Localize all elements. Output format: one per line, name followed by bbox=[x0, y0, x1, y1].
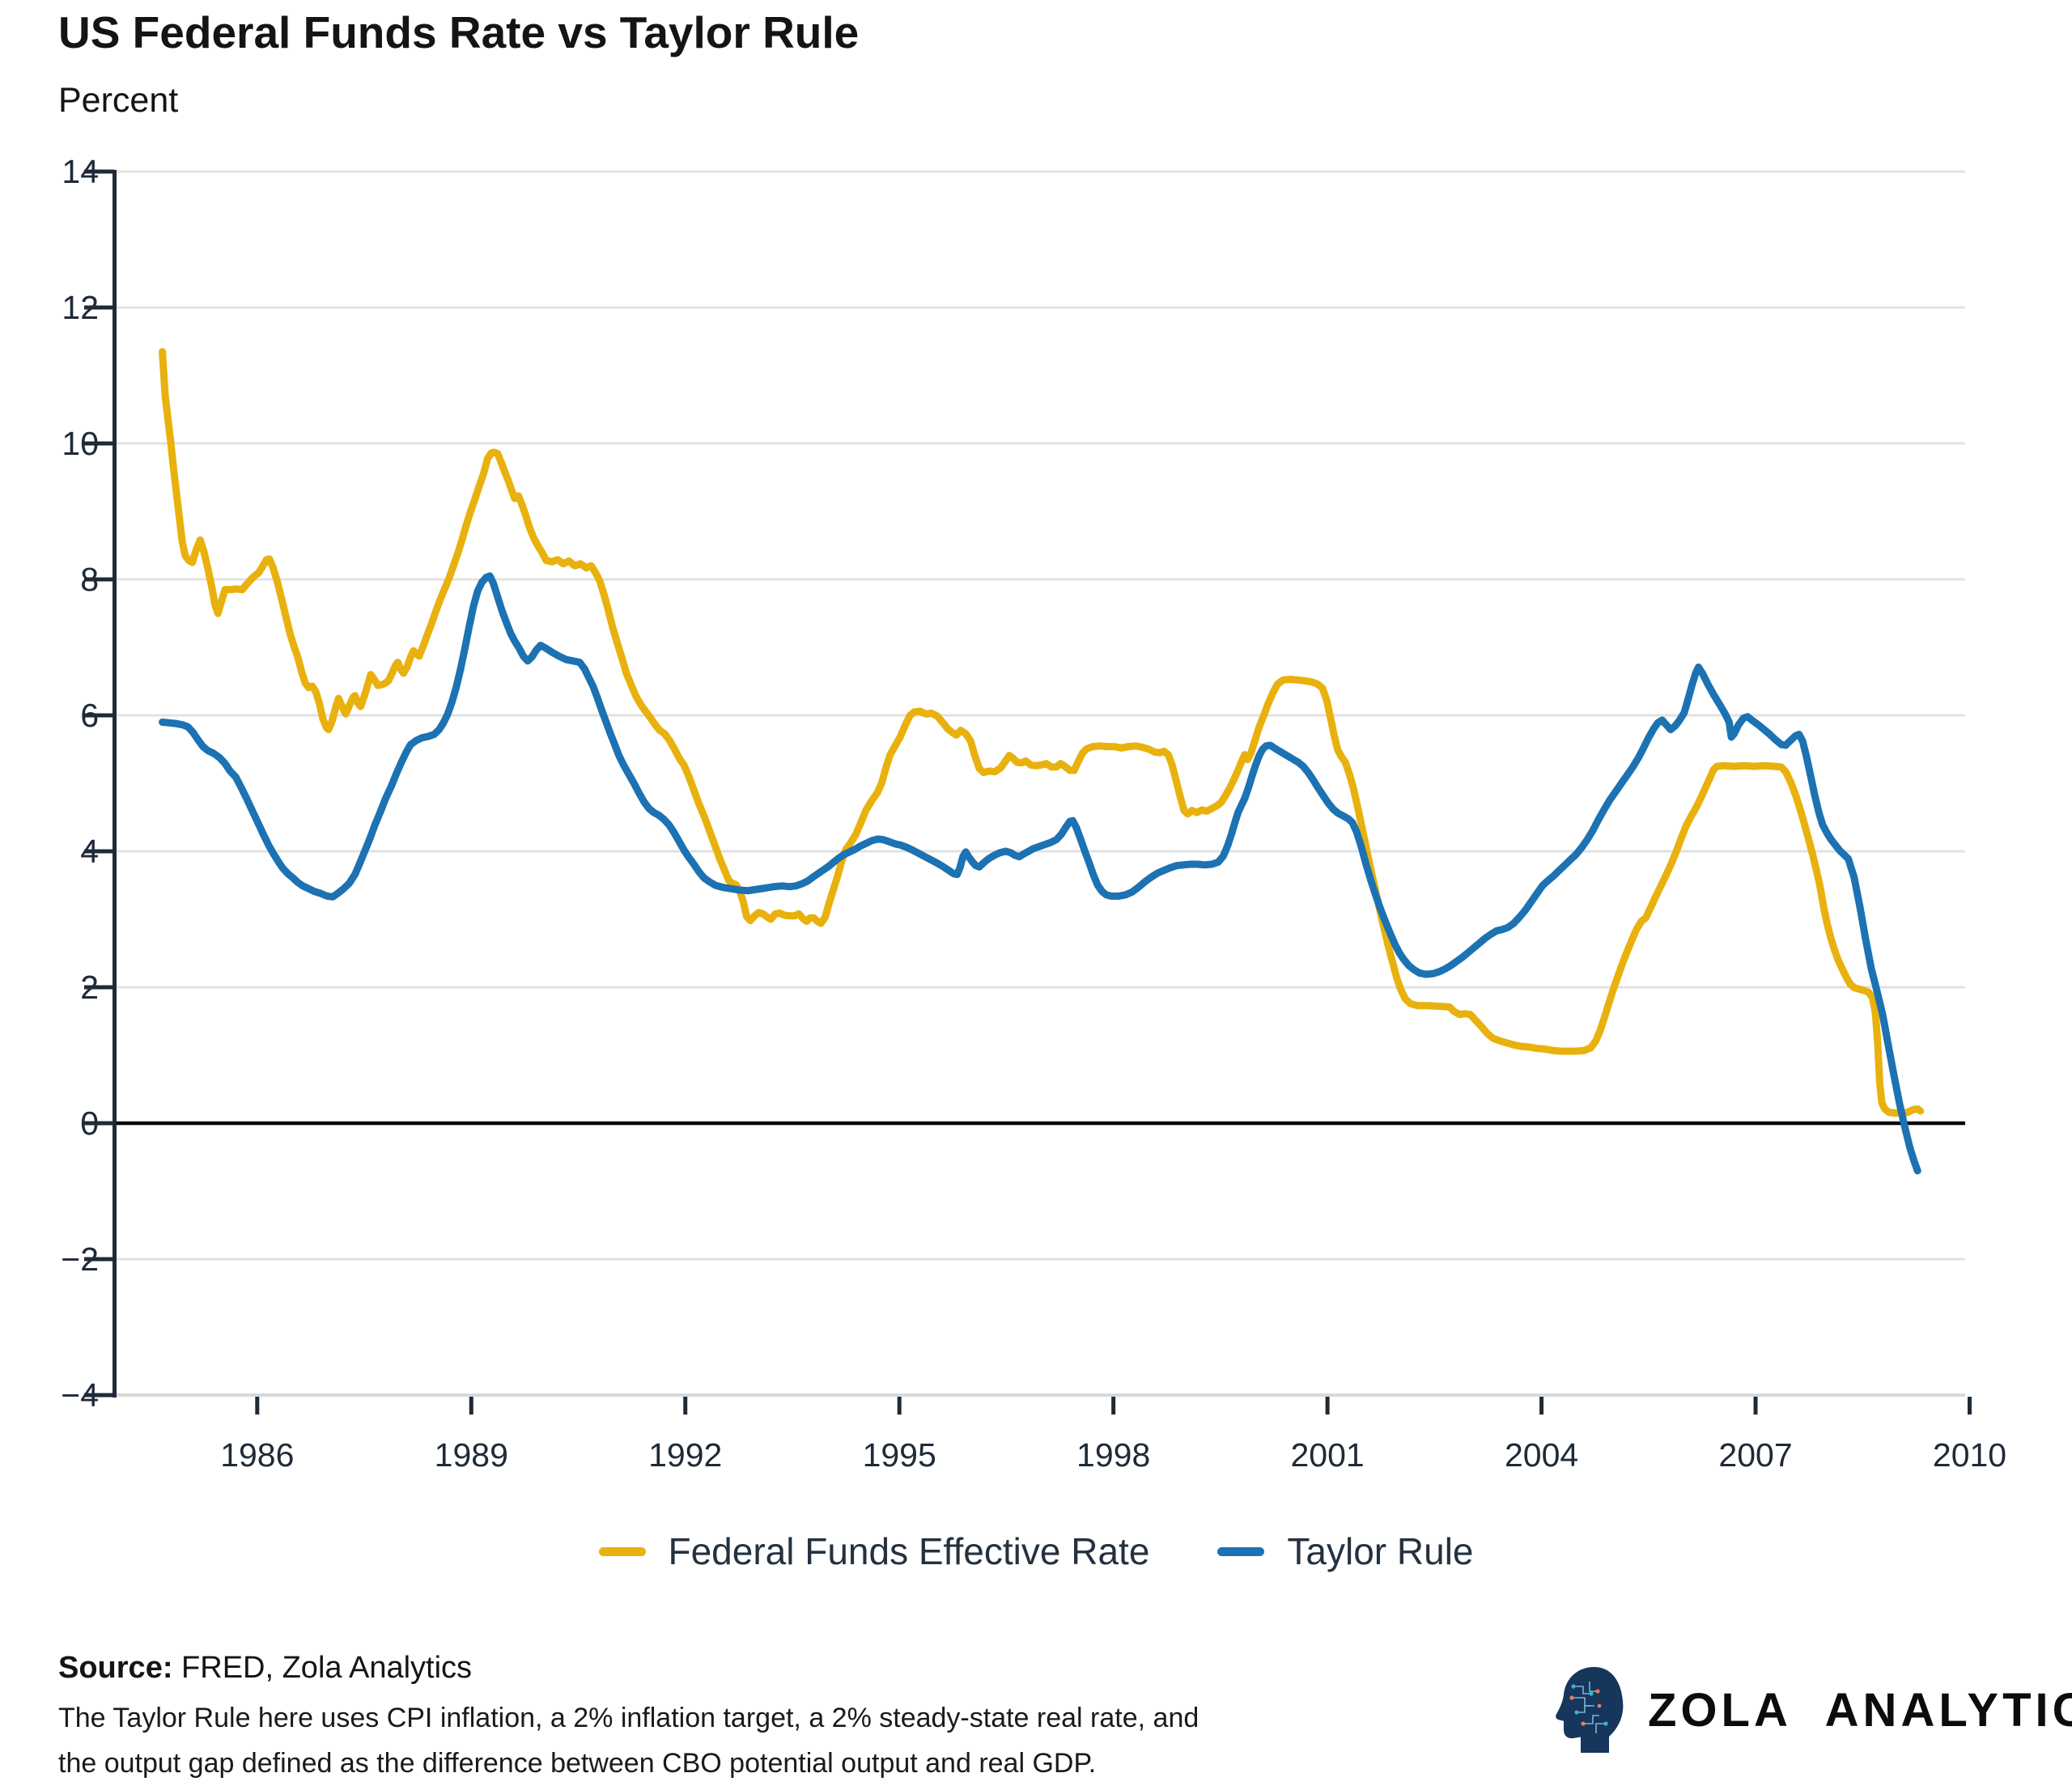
y-tick-label: 0 bbox=[80, 1105, 99, 1142]
source-text: FRED, Zola Analytics bbox=[172, 1651, 473, 1685]
y-tick-label: 6 bbox=[80, 697, 99, 734]
y-tick-label: 10 bbox=[62, 425, 99, 462]
y-tick-label: 8 bbox=[80, 561, 99, 598]
y-tick-label: 12 bbox=[62, 289, 99, 326]
y-axis-unit-label: Percent bbox=[58, 81, 179, 120]
zola-analytics-logo: ZOLA ANALYTICS bbox=[1554, 1665, 2072, 1754]
x-tick-label: 1989 bbox=[435, 1436, 508, 1474]
federal-funds-swatch-icon bbox=[598, 1546, 646, 1556]
x-tick-label: 2001 bbox=[1291, 1436, 1365, 1474]
source-line: Source: FRED, Zola Analytics bbox=[58, 1651, 472, 1686]
series bbox=[159, 348, 1925, 1175]
legend-label-federal-funds: Federal Funds Effective Rate bbox=[668, 1530, 1150, 1572]
x-tick-label: 1992 bbox=[648, 1436, 722, 1474]
series-line-federal-funds-effective-rate bbox=[159, 348, 1925, 1117]
y-tick-label: 14 bbox=[62, 153, 99, 190]
x-tick-label: 2007 bbox=[1718, 1436, 1792, 1474]
legend-label-taylor-rule: Taylor Rule bbox=[1287, 1530, 1474, 1572]
footnote-line-2: the output gap defined as the difference… bbox=[58, 1748, 1097, 1779]
taylor-rule-swatch-icon bbox=[1217, 1546, 1265, 1556]
legend-item-taylor-rule: Taylor Rule bbox=[1217, 1529, 1474, 1573]
y-tick-label: −4 bbox=[61, 1376, 99, 1414]
y-tick-label: 2 bbox=[80, 969, 99, 1006]
zola-head-icon bbox=[1556, 1667, 1624, 1753]
source-label: Source: bbox=[58, 1651, 173, 1685]
x-tick-label: 1998 bbox=[1076, 1436, 1150, 1474]
x-tick-label: 2004 bbox=[1505, 1436, 1578, 1474]
series-line-taylor-rule bbox=[159, 572, 1921, 1175]
legend: Federal Funds Effective Rate Taylor Rule bbox=[0, 1529, 2072, 1573]
y-tick-label: 4 bbox=[80, 833, 99, 870]
axes bbox=[84, 169, 1972, 1415]
page-title: US Federal Funds Rate vs Taylor Rule bbox=[58, 7, 860, 57]
x-tick-label: 1995 bbox=[863, 1436, 936, 1474]
x-tick-label: 2010 bbox=[1933, 1436, 2006, 1474]
logo-text: ZOLA ANALYTICS bbox=[1648, 1683, 2072, 1737]
y-tick-label: −2 bbox=[61, 1241, 99, 1278]
x-tick-label: 1986 bbox=[220, 1436, 294, 1474]
gridlines bbox=[114, 170, 1965, 1397]
axis-labels: 14 12 10 8 6 4 2 0 −2 −4 1986 1989 1992 1995 1998 2001 2… bbox=[61, 153, 2006, 1474]
legend-item-federal-funds: Federal Funds Effective Rate bbox=[598, 1529, 1150, 1573]
footnote-line-1: The Taylor Rule here uses CPI inflation,… bbox=[58, 1703, 1199, 1733]
